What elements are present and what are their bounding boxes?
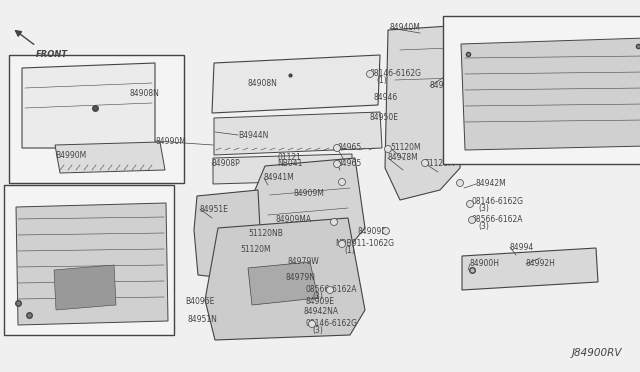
- Circle shape: [422, 160, 429, 167]
- Circle shape: [339, 241, 346, 247]
- Text: 84965: 84965: [337, 158, 361, 167]
- Text: 84908N: 84908N: [130, 89, 160, 97]
- Text: 84909M: 84909M: [294, 189, 325, 198]
- Text: 84909E: 84909E: [305, 298, 334, 307]
- Polygon shape: [255, 158, 365, 268]
- Text: 84950N: 84950N: [430, 81, 460, 90]
- Polygon shape: [212, 55, 380, 113]
- Text: 84951N: 84951N: [188, 315, 218, 324]
- Text: 84962N: 84962N: [556, 38, 586, 46]
- Circle shape: [330, 218, 337, 225]
- Text: 84909MA: 84909MA: [275, 215, 311, 224]
- Text: 84940M: 84940M: [390, 23, 421, 32]
- Text: 84962N: 84962N: [44, 305, 74, 314]
- Text: 84979N: 84979N: [285, 273, 315, 282]
- Text: 51120MA: 51120MA: [108, 201, 144, 209]
- Text: 01120MA: 01120MA: [450, 76, 486, 84]
- Polygon shape: [248, 262, 318, 305]
- Circle shape: [367, 71, 374, 77]
- Circle shape: [468, 217, 476, 224]
- Text: (3): (3): [312, 327, 323, 336]
- Circle shape: [308, 321, 316, 327]
- Text: 84902A: 84902A: [66, 231, 95, 240]
- Polygon shape: [16, 203, 168, 325]
- Text: B4990M: B4990M: [55, 151, 86, 160]
- Polygon shape: [55, 142, 165, 173]
- Text: 51120M: 51120M: [390, 144, 420, 153]
- Text: 84950N: 84950N: [450, 54, 480, 62]
- Text: 84942M: 84942M: [476, 180, 507, 189]
- Polygon shape: [213, 154, 352, 184]
- Text: 08146-6162G: 08146-6162G: [472, 198, 524, 206]
- Text: HB,SE: HB,SE: [8, 188, 34, 197]
- Polygon shape: [462, 248, 598, 290]
- Bar: [9, 55, 184, 183]
- Text: 84946: 84946: [373, 93, 397, 103]
- Text: 84900H: 84900H: [470, 260, 500, 269]
- Text: 84909E: 84909E: [358, 228, 387, 237]
- Circle shape: [467, 201, 474, 208]
- Circle shape: [385, 145, 392, 153]
- Text: 84994: 84994: [510, 243, 534, 251]
- Text: NDB911-1062G: NDB911-1062G: [335, 240, 394, 248]
- Text: J84900RV: J84900RV: [572, 348, 623, 358]
- Text: 08146-6162G: 08146-6162G: [305, 320, 357, 328]
- Text: 84942NA: 84942NA: [304, 307, 339, 315]
- Polygon shape: [22, 63, 155, 148]
- Text: 51120M: 51120M: [240, 246, 271, 254]
- Text: 08146-6162G: 08146-6162G: [370, 68, 422, 77]
- Text: B4096E: B4096E: [185, 298, 214, 307]
- Circle shape: [333, 160, 340, 167]
- Text: (3): (3): [312, 292, 323, 301]
- Text: NB041: NB041: [277, 160, 302, 169]
- Text: 84900B: 84900B: [571, 60, 600, 68]
- Circle shape: [456, 180, 463, 186]
- Text: 84950E: 84950E: [370, 113, 399, 122]
- Text: 08566-6162A: 08566-6162A: [472, 215, 524, 224]
- Text: (1): (1): [344, 247, 355, 256]
- Text: 84990M: 84990M: [155, 137, 186, 145]
- Text: 84908N: 84908N: [248, 80, 278, 89]
- Text: 84951N: 84951N: [82, 192, 112, 201]
- Polygon shape: [54, 265, 116, 310]
- Circle shape: [333, 144, 340, 151]
- Text: HB,SE: HB,SE: [448, 19, 474, 28]
- Text: 84992H: 84992H: [526, 260, 556, 269]
- Text: (3): (3): [478, 205, 489, 214]
- Bar: [4, 185, 174, 335]
- Polygon shape: [194, 190, 262, 280]
- Bar: [443, 16, 640, 164]
- Circle shape: [383, 228, 390, 234]
- Text: 51120NB: 51120NB: [248, 230, 283, 238]
- Text: 84941M: 84941M: [264, 173, 295, 183]
- Text: 51120M: 51120M: [424, 158, 454, 167]
- Polygon shape: [461, 38, 640, 150]
- Text: 84951E: 84951E: [200, 205, 229, 214]
- Polygon shape: [214, 112, 382, 155]
- Text: B4944N: B4944N: [238, 131, 268, 140]
- Text: 84965: 84965: [337, 144, 361, 153]
- Text: 84900B: 84900B: [36, 273, 65, 282]
- Text: (1): (1): [376, 76, 387, 84]
- Circle shape: [326, 286, 333, 294]
- Circle shape: [339, 179, 346, 186]
- Text: 84979W: 84979W: [288, 257, 320, 266]
- Text: B4096E: B4096E: [38, 199, 67, 208]
- Text: FRONT: FRONT: [36, 50, 68, 59]
- Text: (3): (3): [478, 221, 489, 231]
- Polygon shape: [205, 218, 365, 340]
- Text: 84978M: 84978M: [388, 154, 419, 163]
- Polygon shape: [385, 26, 465, 200]
- Text: 84908P: 84908P: [212, 158, 241, 167]
- Text: 84902A: 84902A: [524, 99, 554, 109]
- Text: 08566-6162A: 08566-6162A: [305, 285, 356, 295]
- Text: 01121: 01121: [277, 153, 301, 161]
